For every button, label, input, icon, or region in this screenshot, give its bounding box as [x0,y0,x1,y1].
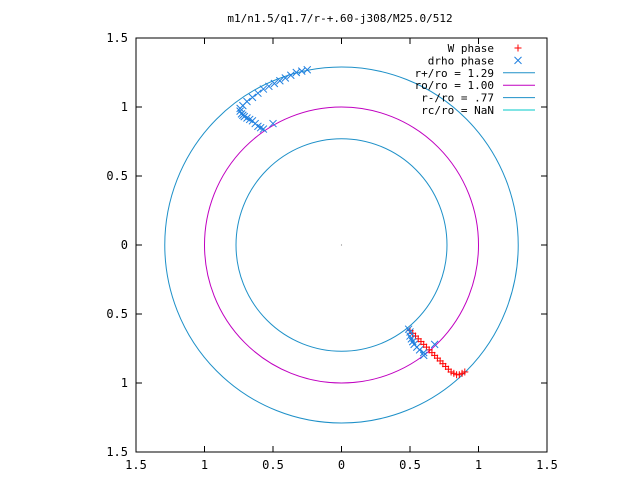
x-marker-b [269,119,277,128]
x-tick-label: 1 [475,458,482,472]
reference-circles [164,66,519,424]
data-point [248,93,257,102]
x-tick-label: 0.5 [399,458,421,472]
series-w-phase [406,327,469,379]
data-point [303,65,312,74]
x-marker-b [243,114,251,122]
legend-label: rc/ro = NaN [421,104,494,117]
x-tick-label: 1.5 [536,458,558,472]
x-marker-b [297,67,306,75]
y-tick-label: 0.5 [106,169,128,183]
legend-label: r-/ro = .77 [421,92,494,105]
x-marker-b [430,340,439,349]
x-marker-b [275,76,284,85]
legend-label: drho phase [428,54,494,67]
x-marker-b [254,122,262,131]
x-marker-b [281,74,290,82]
x-marker-b [419,348,428,357]
y-tick-label: 0.5 [106,307,128,321]
x-marker-b [407,334,416,343]
data-point [265,82,273,91]
x-marker-b [270,79,279,88]
x-marker-b [259,85,268,93]
x-marker-b [286,71,295,80]
legend-label: ro/ro = 1.00 [415,79,494,92]
reference-circle [164,66,519,424]
y-tick-label: 0 [121,238,128,252]
data-point [256,123,265,132]
x-marker-b [292,68,301,77]
data-point [415,346,424,354]
x-tick-label: 1 [201,458,208,472]
legend-marker-key [514,44,522,52]
chart-title: m1/n1.5/q1.7/r-+.60-j308/M25.0/512 [227,12,452,25]
x-marker-b [404,325,413,334]
x-marker-b [243,97,251,106]
legend-label: W phase [448,42,494,55]
data-point [254,89,262,98]
x-tick-label: 0 [338,458,345,472]
x-marker-b [408,337,417,346]
origin-dot [340,244,343,246]
x-marker-b [303,65,312,74]
x-marker-b [248,93,257,102]
data-point [259,85,268,93]
data-point [419,348,428,357]
data-point [270,79,279,88]
x-marker-b [415,346,424,354]
x-tick-label: 1.5 [125,458,147,472]
x-marker-b [419,351,428,360]
legend-label: r+/ro = 1.29 [415,67,494,80]
data-point [269,119,277,128]
x-marker-b [259,125,268,133]
y-tick-label: 1.5 [106,31,128,45]
data-point [461,368,469,376]
reference-circle [235,138,448,352]
series-drho-phase [236,65,439,360]
x-marker-b [514,56,522,65]
data-series [236,65,469,379]
data-point [243,97,251,106]
legend-marker-key [514,56,522,65]
x-tick-label: 0.5 [262,458,284,472]
reference-circle [204,106,479,384]
data-point [281,74,290,82]
data-point [430,340,439,349]
x-marker-b [265,82,273,91]
data-point [286,71,295,80]
data-point [259,125,268,133]
axis-ticks: 1.5 1 0.5 0 0.5 1 1.51.510.500.511.5 [106,31,558,472]
data-point [275,76,284,85]
x-marker-b [236,107,244,115]
x-marker-b [254,89,262,98]
x-marker-b [406,332,414,340]
x-marker-b [245,115,254,124]
y-tick-label: 1.5 [106,445,128,459]
x-marker-b [240,112,249,121]
x-marker-b [256,123,265,132]
y-tick-label: 1 [121,100,128,114]
data-point [419,351,428,360]
y-tick-label: 1 [121,376,128,390]
